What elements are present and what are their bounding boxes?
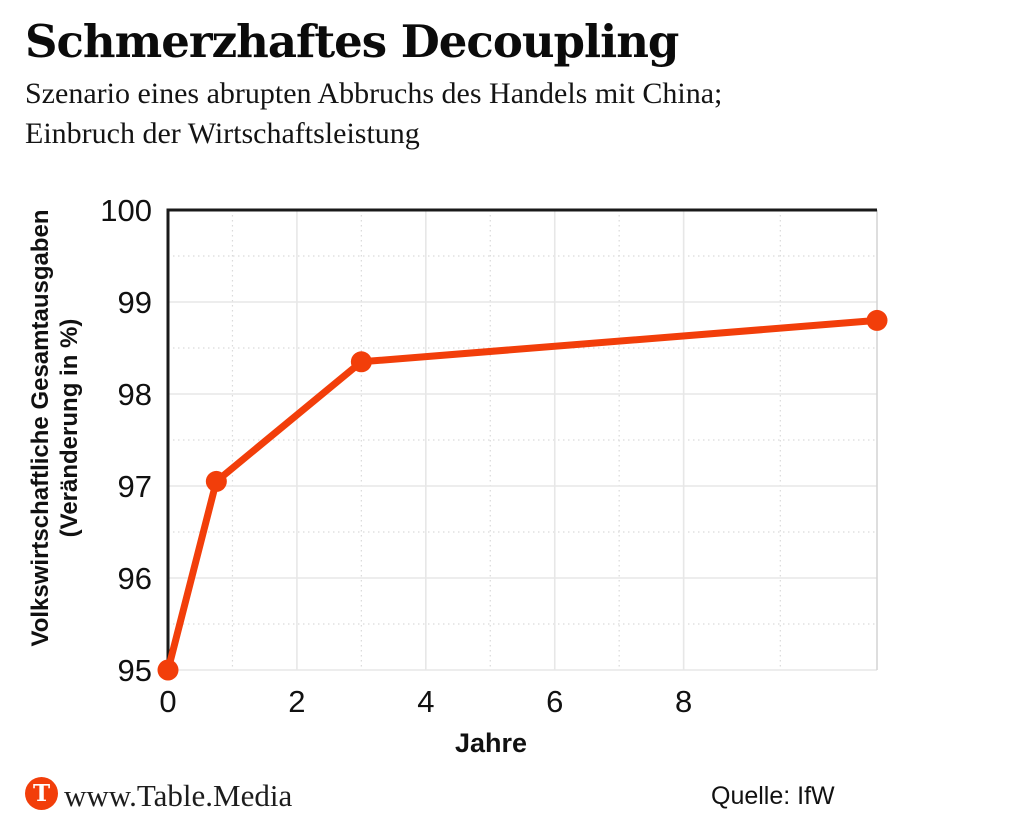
y-axis-title-line2: (Veränderung in %) <box>56 319 83 538</box>
chart-footer: T www.Table.Media Quelle: IfW <box>0 774 1024 814</box>
data-point <box>205 470 227 492</box>
y-tick-label: 99 <box>118 285 152 320</box>
data-point <box>157 659 179 681</box>
x-tick-label: 8 <box>675 684 692 719</box>
y-axis-title-line1: Volkswirtschaftliche Gesamtausgaben <box>27 209 54 646</box>
y-tick-label: 98 <box>118 377 152 412</box>
y-tick-label: 97 <box>118 469 152 504</box>
x-tick-label: 0 <box>159 684 176 719</box>
data-point <box>350 351 372 373</box>
chart-subtitle-line1: Szenario eines abrupten Abbruchs des Han… <box>25 77 723 110</box>
chart-subtitle: Szenario eines abrupten Abbruchs des Han… <box>25 74 1005 154</box>
site-url: www.Table.Media <box>64 778 293 813</box>
chart-title: Schmerzhaftes Decoupling <box>25 15 679 68</box>
data-line <box>164 316 881 674</box>
y-tick-label: 100 <box>100 193 152 228</box>
x-tick-label: 6 <box>546 684 563 719</box>
source-credit: Quelle: IfW <box>711 782 835 810</box>
x-tick-label: 4 <box>417 684 434 719</box>
table-media-logo-letter: T <box>32 780 51 807</box>
table-media-logo: T <box>25 777 58 810</box>
data-point <box>866 309 888 331</box>
chart-subtitle-line2: Einbruch der Wirtschaftsleistung <box>25 117 420 150</box>
chart-header: Schmerzhaftes Decoupling Szenario eines … <box>25 14 1005 154</box>
y-tick-label: 96 <box>118 561 152 596</box>
x-tick-label: 2 <box>288 684 305 719</box>
x-axis-title: Jahre <box>455 728 527 758</box>
y-tick-label: 95 <box>118 653 152 688</box>
